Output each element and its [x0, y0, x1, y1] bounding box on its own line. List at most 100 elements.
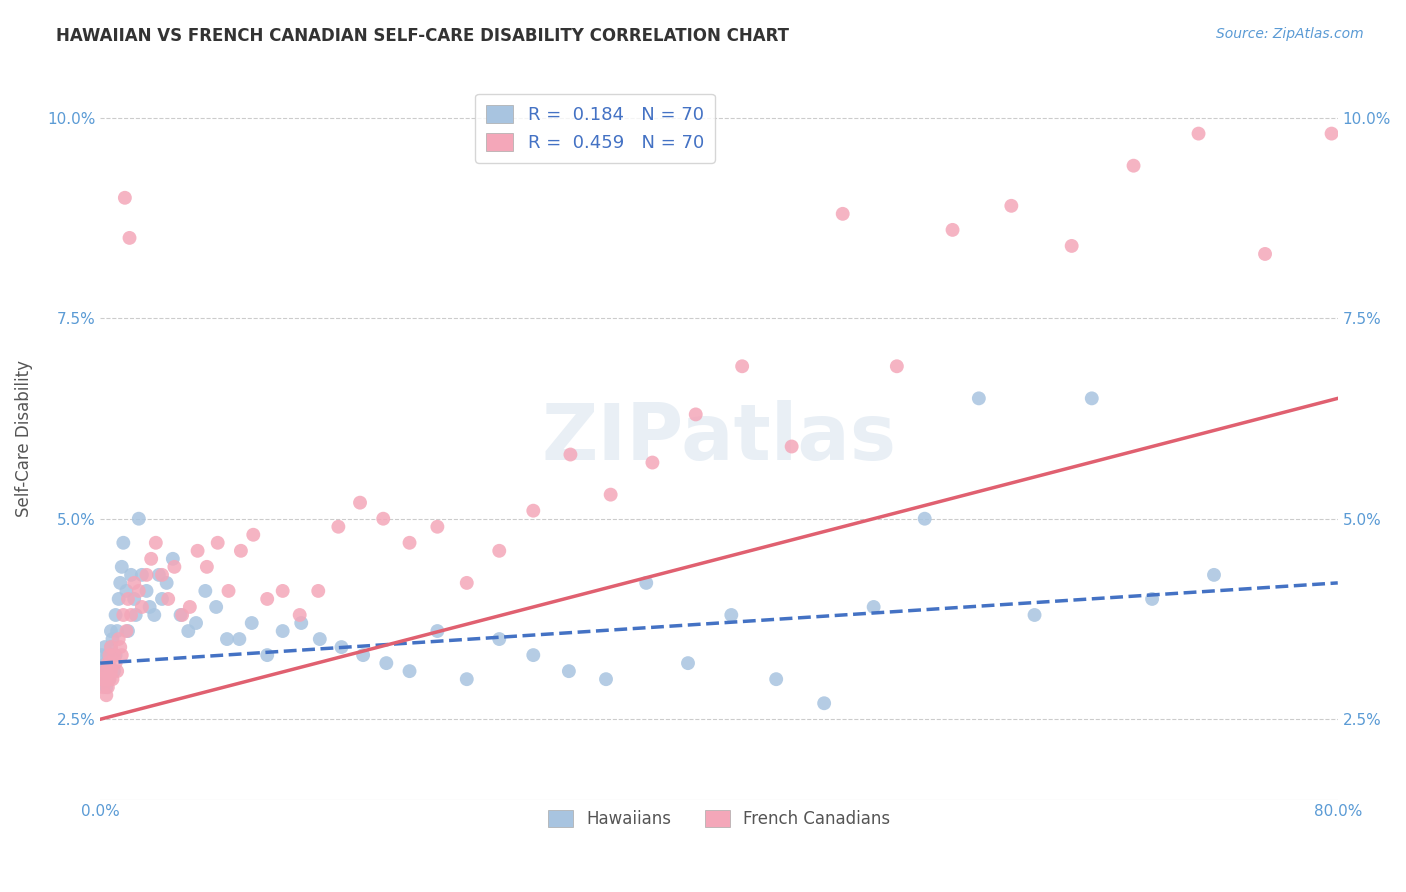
- Point: [156, 575, 179, 590]
- Point: [240, 615, 263, 630]
- Point: [886, 359, 908, 374]
- Point: [522, 504, 544, 518]
- Point: [122, 575, 145, 590]
- Point: [96, 656, 118, 670]
- Point: [91, 664, 114, 678]
- Point: [349, 496, 371, 510]
- Point: [488, 543, 510, 558]
- Point: [184, 615, 207, 630]
- Legend: Hawaiians, French Canadians: Hawaiians, French Canadians: [541, 803, 897, 835]
- Point: [676, 656, 699, 670]
- Point: [426, 624, 449, 638]
- Point: [94, 672, 117, 686]
- Point: [426, 520, 449, 534]
- Point: [110, 575, 132, 590]
- Point: [101, 648, 124, 662]
- Point: [195, 559, 218, 574]
- Point: [112, 607, 135, 622]
- Point: [128, 583, 150, 598]
- Point: [352, 648, 374, 662]
- Point: [967, 392, 990, 406]
- Point: [328, 520, 350, 534]
- Point: [256, 591, 278, 606]
- Point: [115, 583, 138, 598]
- Point: [98, 648, 121, 662]
- Point: [1122, 159, 1144, 173]
- Point: [215, 632, 238, 646]
- Point: [105, 664, 128, 678]
- Point: [288, 607, 311, 622]
- Point: [194, 583, 217, 598]
- Point: [162, 551, 184, 566]
- Point: [1081, 392, 1104, 406]
- Point: [120, 567, 142, 582]
- Point: [94, 672, 117, 686]
- Point: [101, 632, 124, 646]
- Point: [242, 528, 264, 542]
- Point: [307, 583, 329, 598]
- Point: [560, 448, 582, 462]
- Point: [90, 648, 112, 662]
- Point: [862, 599, 884, 614]
- Point: [488, 632, 510, 646]
- Point: [595, 672, 617, 686]
- Point: [97, 664, 120, 678]
- Point: [271, 624, 294, 638]
- Point: [1254, 247, 1277, 261]
- Point: [765, 672, 787, 686]
- Point: [636, 575, 658, 590]
- Point: [1000, 199, 1022, 213]
- Point: [398, 664, 420, 678]
- Point: [143, 607, 166, 622]
- Point: [1320, 127, 1343, 141]
- Point: [1388, 135, 1406, 149]
- Point: [122, 591, 145, 606]
- Point: [131, 599, 153, 614]
- Point: [256, 648, 278, 662]
- Point: [1140, 591, 1163, 606]
- Point: [96, 688, 118, 702]
- Text: HAWAIIAN VS FRENCH CANADIAN SELF-CARE DISABILITY CORRELATION CHART: HAWAIIAN VS FRENCH CANADIAN SELF-CARE DI…: [56, 27, 789, 45]
- Point: [187, 543, 209, 558]
- Point: [135, 583, 157, 598]
- Point: [456, 575, 478, 590]
- Y-axis label: Self-Care Disability: Self-Care Disability: [15, 360, 32, 517]
- Point: [94, 664, 117, 678]
- Point: [103, 648, 125, 662]
- Point: [375, 656, 398, 670]
- Point: [111, 648, 134, 662]
- Point: [271, 583, 294, 598]
- Point: [117, 624, 139, 638]
- Point: [558, 664, 581, 678]
- Point: [941, 223, 963, 237]
- Point: [522, 648, 544, 662]
- Point: [97, 648, 120, 662]
- Point: [100, 664, 122, 678]
- Point: [1202, 567, 1225, 582]
- Point: [135, 567, 157, 582]
- Point: [100, 640, 122, 654]
- Point: [207, 536, 229, 550]
- Point: [218, 583, 240, 598]
- Point: [172, 607, 194, 622]
- Point: [138, 599, 160, 614]
- Text: Source: ZipAtlas.com: Source: ZipAtlas.com: [1216, 27, 1364, 41]
- Point: [118, 231, 141, 245]
- Point: [148, 567, 170, 582]
- Point: [1024, 607, 1046, 622]
- Point: [98, 672, 121, 686]
- Text: ZIPatlas: ZIPatlas: [541, 401, 897, 476]
- Point: [685, 408, 707, 422]
- Point: [125, 607, 148, 622]
- Point: [205, 599, 228, 614]
- Point: [330, 640, 353, 654]
- Point: [97, 656, 120, 670]
- Point: [100, 640, 122, 654]
- Point: [103, 664, 125, 678]
- Point: [308, 632, 330, 646]
- Point: [641, 456, 664, 470]
- Point: [141, 551, 163, 566]
- Point: [104, 607, 127, 622]
- Point: [1187, 127, 1209, 141]
- Point: [96, 664, 118, 678]
